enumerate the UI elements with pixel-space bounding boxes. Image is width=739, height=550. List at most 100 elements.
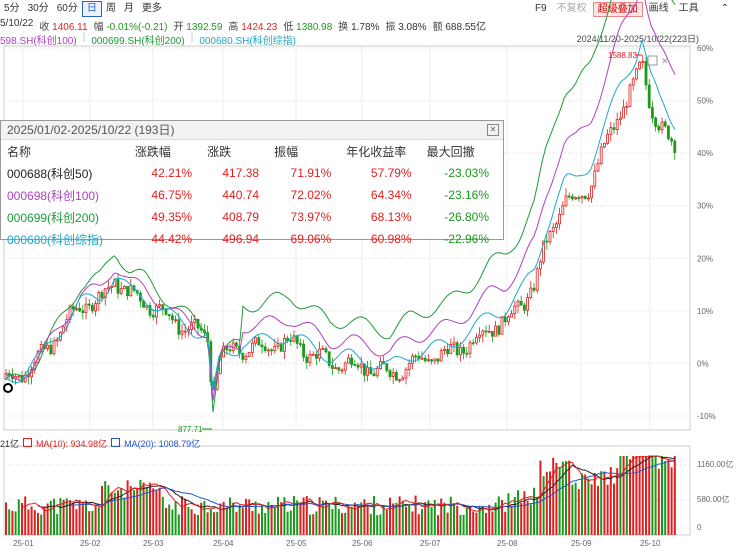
ma20-swatch-icon	[111, 438, 121, 447]
axis-label-date: 25-08	[497, 539, 518, 548]
candle-body	[542, 240, 545, 263]
legend-kczz[interactable]: 000680.SH(科创综指)	[199, 36, 297, 47]
volume-bar	[40, 514, 43, 535]
tools-button[interactable]: 工具	[678, 3, 699, 14]
candle-body	[17, 375, 21, 378]
table-row[interactable]: 000698(科创100) 46.75% 440.74 72.02% 64.34% -23…	[3, 184, 503, 206]
cell-chg: 496.94	[222, 232, 260, 246]
volume-bar	[120, 488, 123, 535]
volume-bar	[8, 509, 11, 535]
volume-bar	[190, 509, 193, 535]
volume-bar	[315, 511, 318, 535]
period-4-button[interactable]: 周	[105, 3, 116, 14]
volume-bar	[251, 510, 254, 535]
overlay-button[interactable]: 超级叠加	[592, 1, 643, 17]
period-5-button[interactable]: 月	[123, 3, 134, 14]
axis-label-date: 25-10	[640, 539, 661, 548]
candle	[455, 340, 459, 358]
candle-body	[71, 306, 75, 310]
candle	[55, 336, 59, 347]
candle-body	[401, 377, 405, 381]
candle	[622, 99, 625, 119]
volume-bar	[321, 500, 324, 535]
volume-bar	[254, 501, 257, 535]
volume-bar	[616, 468, 619, 535]
candle-body	[663, 121, 667, 127]
candle-body	[474, 336, 478, 344]
volume-bar	[46, 503, 49, 535]
candle-body	[410, 355, 414, 364]
candle-body	[103, 288, 107, 299]
period-1-button[interactable]: 30分	[27, 3, 49, 14]
candle	[174, 315, 178, 324]
candle-body	[657, 126, 661, 131]
axis-label-date: 25-03	[143, 539, 164, 548]
table-row[interactable]: 000688(科创50) 42.21% 417.38 71.91% 57.79% -23.…	[3, 162, 503, 184]
volume-bar	[43, 506, 46, 535]
volume-bar	[21, 503, 23, 535]
candle	[532, 282, 536, 293]
candle-body	[644, 60, 648, 86]
cell-pct: 46.75%	[151, 188, 193, 202]
volume-bar	[360, 502, 363, 535]
candle-body	[436, 358, 440, 362]
draw-button[interactable]: 画线	[648, 3, 669, 14]
legend-kc100[interactable]: 598.SH(科创100)	[0, 36, 77, 47]
volume-bar	[520, 502, 523, 535]
candle	[635, 68, 638, 81]
candle-body	[574, 197, 577, 200]
close-icon[interactable]: ✕	[487, 124, 499, 136]
candle	[452, 336, 456, 353]
axis-label-pct: 40%	[697, 149, 713, 158]
no-restore-button[interactable]: 不复权	[556, 3, 587, 14]
candle	[343, 361, 347, 375]
volume-bar	[241, 507, 244, 535]
period-0-button[interactable]: 5分	[4, 3, 20, 14]
candle	[330, 357, 334, 375]
candle-body	[388, 370, 392, 377]
candle	[123, 285, 126, 290]
volume-bar	[200, 502, 203, 535]
volume-bar	[88, 511, 91, 535]
kczz-line	[5, 39, 676, 391]
volume-bar	[497, 496, 500, 535]
volume-ma10-line	[37, 455, 675, 511]
candle	[426, 354, 430, 363]
candle-body	[52, 340, 56, 355]
volume-bar	[193, 513, 196, 535]
volume-bar	[331, 508, 334, 535]
candle-body	[177, 319, 181, 335]
compare-panel: 2025/01/02-2025/10/22 (193日) ✕ 名称 涨跌幅 涨跌…	[0, 120, 504, 247]
collapse-icon[interactable]: ⌃	[720, 3, 729, 14]
candle	[599, 142, 603, 166]
col-chg: 涨跌	[207, 144, 232, 159]
f9-button[interactable]: F9	[534, 3, 547, 14]
cell-ann: 57.79%	[370, 166, 412, 180]
candle	[138, 290, 142, 308]
low-value: 1380.98	[296, 22, 333, 33]
candle	[609, 122, 613, 142]
cell-ann: 68.13%	[370, 210, 412, 224]
volume-bar	[305, 496, 308, 535]
legend-kc200[interactable]: 000699.SH(科创200)	[91, 36, 185, 47]
cell-name: 000688(科创50)	[7, 166, 93, 181]
period-3-button[interactable]: 日	[81, 1, 102, 17]
volume-bar	[229, 497, 231, 535]
volume-bar	[145, 486, 148, 535]
candle-body	[599, 146, 603, 165]
period-6-button[interactable]: 更多	[141, 3, 162, 14]
candle	[596, 158, 600, 173]
volume-bar	[328, 504, 331, 535]
table-row[interactable]: 000699(科创200) 49.35% 408.79 73.97% 68.13% -26…	[3, 206, 503, 228]
candle	[481, 329, 485, 343]
volume-bar	[501, 500, 503, 535]
candle-body	[161, 304, 165, 310]
volume-bar	[529, 504, 532, 535]
candle	[590, 185, 593, 203]
candle	[308, 350, 312, 367]
min-annotation: 877.71	[178, 425, 203, 434]
candle-body	[523, 304, 526, 311]
period-2-button[interactable]: 60分	[56, 3, 78, 14]
table-row[interactable]: 000680(科创综指) 44.42% 496.94 69.06% 60.98% -22.…	[3, 228, 503, 250]
